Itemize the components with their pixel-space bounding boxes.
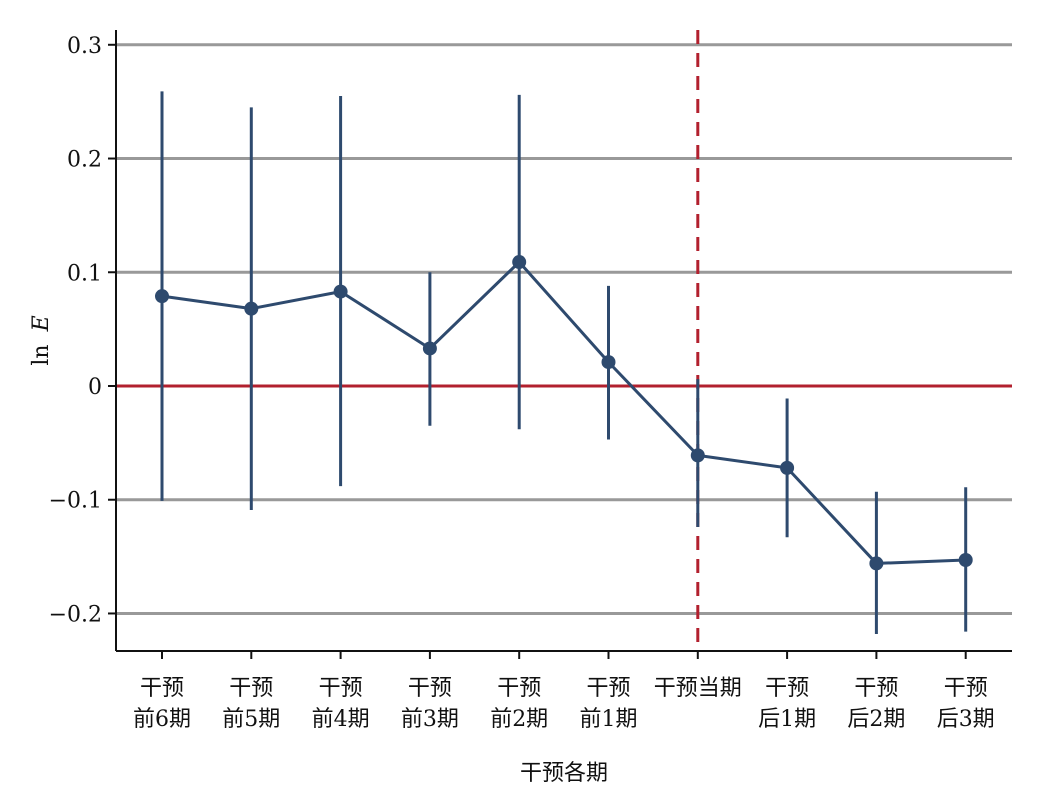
- confidence-intervals: [160, 91, 968, 634]
- x-axis-title: 干预各期: [520, 761, 608, 786]
- data-point: [422, 341, 437, 356]
- series-line: [161, 260, 966, 565]
- x-tick-label: 干预当期: [654, 676, 742, 701]
- x-tick-label: 干预前3期: [401, 676, 459, 732]
- x-tick-label: 干预前4期: [312, 676, 370, 732]
- data-point: [780, 460, 795, 475]
- data-point: [958, 553, 973, 568]
- data-point: [244, 301, 259, 316]
- y-tick-labels: 0.3 0.2 0.1 0 −0.1 −0.2: [49, 34, 102, 628]
- data-point: [155, 289, 169, 304]
- x-tick-label-line: 干预: [944, 676, 988, 701]
- y-axis-title: ln E: [29, 315, 54, 365]
- grid-lines: [116, 43, 1012, 615]
- x-tick-label-line: 干预: [497, 676, 541, 701]
- x-tick-label-line: 干预当期: [654, 676, 742, 701]
- y-tick-label: 0: [88, 375, 102, 400]
- x-tick-label-line: 前3期: [401, 707, 459, 732]
- x-tick-label-line: 前6期: [133, 707, 191, 732]
- x-tick-label-line: 前4期: [312, 707, 370, 732]
- axes: [108, 30, 1012, 659]
- data-point: [601, 355, 616, 370]
- x-tick-label-line: 后2期: [847, 707, 905, 732]
- x-tick-label-line: 干预: [319, 676, 363, 701]
- y-tick-label: −0.2: [49, 602, 102, 627]
- x-tick-label-line: 前5期: [222, 707, 280, 732]
- series-line-layer: [161, 260, 966, 565]
- x-tick-label: 干预前5期: [222, 676, 280, 732]
- data-point: [869, 556, 884, 571]
- y-tick-label: 0.1: [67, 261, 102, 286]
- x-tick-label-line: 后3期: [937, 707, 995, 732]
- x-tick-label-line: 干预: [854, 676, 898, 701]
- x-tick-label: 干预前2期: [490, 676, 548, 732]
- x-tick-label-line: 干预: [586, 676, 630, 701]
- x-tick-label: 干预前6期: [133, 676, 191, 732]
- x-tick-label-line: 前1期: [580, 707, 638, 732]
- x-tick-label-line: 干预: [140, 676, 184, 701]
- x-tick-label-line: 干预: [408, 676, 452, 701]
- x-tick-label-line: 干预: [765, 676, 809, 701]
- x-tick-label-line: 后1期: [758, 707, 816, 732]
- y-axis-title-variable: E: [29, 315, 54, 332]
- y-tick-label: 0.2: [67, 148, 102, 173]
- data-point: [690, 448, 705, 463]
- x-tick-label-line: 前2期: [490, 707, 548, 732]
- x-tick-label: 干预后1期: [758, 676, 816, 732]
- data-point: [512, 255, 527, 270]
- reference-lines: [116, 30, 1012, 651]
- y-tick-label: 0.3: [67, 34, 102, 59]
- y-tick-label: −0.1: [49, 489, 102, 514]
- data-point: [333, 284, 348, 299]
- x-tick-label: 干预前1期: [580, 676, 638, 732]
- y-axis-title-prefix: ln: [29, 344, 54, 365]
- x-tick-label: 干预后3期: [937, 676, 995, 732]
- x-tick-label-line: 干预: [229, 676, 273, 701]
- point-markers: [155, 255, 973, 571]
- x-tick-label: 干预后2期: [847, 676, 905, 732]
